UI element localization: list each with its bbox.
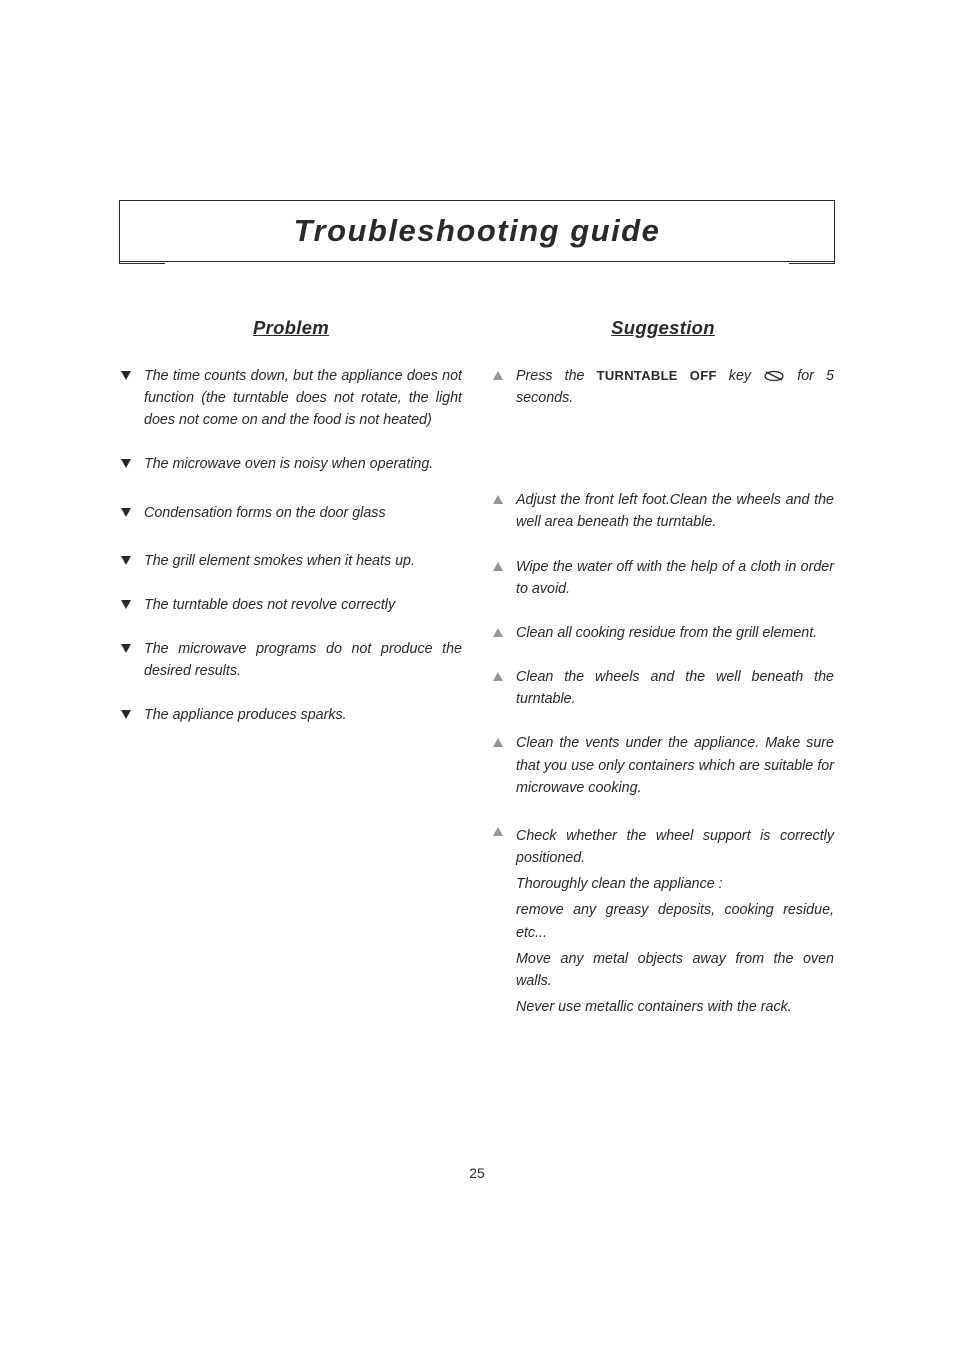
triangle-up-icon	[492, 821, 504, 836]
problem-item: The time counts down, but the appliance …	[120, 365, 462, 431]
suggestion-item: Wipe the water off with the help of a cl…	[492, 556, 834, 600]
triangle-down-icon	[120, 502, 132, 517]
triangle-up-icon	[492, 622, 504, 637]
suggestion-text: Clean the vents under the appliance. Mak…	[516, 732, 834, 798]
suggestion-text: Adjust the front left foot.Clean the whe…	[516, 489, 834, 533]
triangle-down-icon	[120, 550, 132, 565]
triangle-up-icon	[492, 556, 504, 571]
triangle-up-icon	[492, 732, 504, 747]
suggestion-text: Clean the wheels and the well beneath th…	[516, 666, 834, 710]
problem-text: Condensation forms on the door glass	[144, 502, 462, 524]
problem-item: Condensation forms on the door glass	[120, 502, 462, 524]
triangle-down-icon	[120, 365, 132, 380]
suggestion-item: Clean the wheels and the well beneath th…	[492, 666, 834, 710]
page-number: 25	[0, 1165, 954, 1181]
suggestion-line: Move any metal objects away from the ove…	[516, 948, 834, 992]
triangle-down-icon	[120, 638, 132, 653]
problem-text: The microwave programs do not produce th…	[144, 638, 462, 682]
suggestion-column: Suggestion Press the TURNTABLE OFF key f…	[492, 317, 834, 1040]
title-box: Troubleshooting guide	[120, 200, 834, 262]
triangle-up-icon	[492, 489, 504, 504]
page-title: Troubleshooting guide	[294, 213, 661, 249]
key-label: TURNTABLE OFF	[597, 368, 717, 383]
problem-text: The time counts down, but the appliance …	[144, 365, 462, 431]
suggestion-item: Clean all cooking residue from the grill…	[492, 622, 834, 644]
suggestion-line: Never use metallic containers with the r…	[516, 996, 834, 1018]
problem-text: The turntable does not revolve correctly	[144, 594, 462, 616]
text-fragment: key	[717, 368, 763, 384]
suggestion-line: Check whether the wheel support is corre…	[516, 825, 834, 869]
suggestion-line: Thoroughly clean the appliance :	[516, 873, 834, 895]
suggestion-text: Clean all cooking residue from the grill…	[516, 622, 834, 644]
suggestion-item: Clean the vents under the appliance. Mak…	[492, 732, 834, 798]
suggestion-item: Check whether the wheel support is corre…	[492, 821, 834, 1018]
suggestion-item: Adjust the front left foot.Clean the whe…	[492, 489, 834, 533]
problem-item: The microwave oven is noisy when operati…	[120, 453, 462, 475]
problem-text: The appliance produces sparks.	[144, 704, 462, 726]
suggestion-line: remove any greasy deposits, cooking resi…	[516, 899, 834, 943]
triangle-up-icon	[492, 365, 504, 380]
problem-header: Problem	[120, 317, 462, 339]
triangle-down-icon	[120, 453, 132, 468]
title-border-right	[789, 200, 835, 264]
suggestion-text: Wipe the water off with the help of a cl…	[516, 556, 834, 600]
problem-text: The grill element smokes when it heats u…	[144, 550, 462, 572]
problem-item: The turntable does not revolve correctly	[120, 594, 462, 616]
content-columns: Problem The time counts down, but the ap…	[120, 317, 834, 1040]
suggestion-item: Press the TURNTABLE OFF key for 5 second…	[492, 365, 834, 409]
problem-column: Problem The time counts down, but the ap…	[120, 317, 462, 1040]
text-fragment: Press the	[516, 368, 597, 384]
triangle-down-icon	[120, 704, 132, 719]
title-border-left	[119, 200, 165, 264]
turntable-off-icon	[763, 368, 785, 384]
problem-item: The microwave programs do not produce th…	[120, 638, 462, 682]
suggestion-text: Check whether the wheel support is corre…	[516, 821, 834, 1018]
page-root: Troubleshooting guide Problem The time c…	[0, 0, 954, 1351]
problem-item: The grill element smokes when it heats u…	[120, 550, 462, 572]
problem-item: The appliance produces sparks.	[120, 704, 462, 726]
triangle-up-icon	[492, 666, 504, 681]
problem-text: The microwave oven is noisy when operati…	[144, 453, 462, 475]
triangle-down-icon	[120, 594, 132, 609]
suggestion-text: Press the TURNTABLE OFF key for 5 second…	[516, 365, 834, 409]
suggestion-header: Suggestion	[492, 317, 834, 339]
